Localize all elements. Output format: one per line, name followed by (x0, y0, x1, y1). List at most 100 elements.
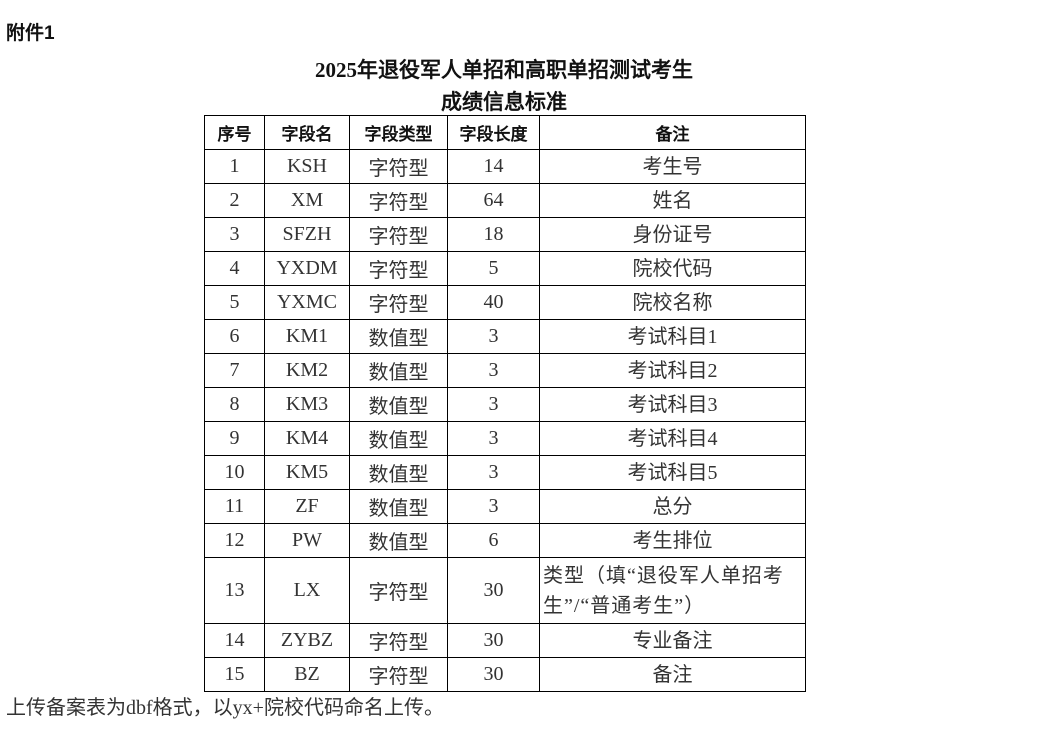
cell-index: 3 (204, 217, 265, 252)
cell-index: 2 (204, 183, 265, 218)
cell-field-length: 5 (447, 251, 540, 286)
cell-field-type: 字符型 (349, 657, 448, 692)
cell-index: 6 (204, 319, 265, 354)
attachment-label: 附件1 (6, 23, 55, 44)
cell-field-name: YXDM (264, 251, 350, 286)
cell-field-length: 3 (447, 387, 540, 422)
cell-field-type: 字符型 (349, 217, 448, 252)
field-standard-table: 序号 字段名 字段类型 字段长度 备注 1 KSH 字符型 14 考生号 2 XM 字符型 64… (204, 115, 806, 692)
table-row: 12 PW 数值型 6 考生排位 (204, 523, 806, 558)
cell-field-name: SFZH (264, 217, 350, 252)
cell-field-length: 30 (447, 623, 540, 658)
cell-field-length: 30 (447, 657, 540, 692)
cell-remark: 院校名称 (539, 285, 806, 320)
header-field-type: 字段类型 (349, 115, 448, 150)
cell-index: 12 (204, 523, 265, 558)
table-row: 14 ZYBZ 字符型 30 专业备注 (204, 623, 806, 658)
document-subtitle: 成绩信息标准 (441, 90, 567, 114)
cell-index: 7 (204, 353, 265, 388)
cell-field-type: 数值型 (349, 523, 448, 558)
cell-index: 10 (204, 455, 265, 490)
cell-field-type: 字符型 (349, 557, 448, 624)
cell-index: 11 (204, 489, 265, 524)
cell-field-type: 字符型 (349, 285, 448, 320)
table-row: 3 SFZH 字符型 18 身份证号 (204, 217, 806, 252)
cell-field-name: LX (264, 557, 350, 624)
cell-index: 14 (204, 623, 265, 658)
cell-remark: 考试科目2 (539, 353, 806, 388)
cell-field-length: 40 (447, 285, 540, 320)
cell-field-name: ZYBZ (264, 623, 350, 658)
table-row: 11 ZF 数值型 3 总分 (204, 489, 806, 524)
cell-field-length: 3 (447, 353, 540, 388)
cell-field-type: 字符型 (349, 183, 448, 218)
cell-field-name: BZ (264, 657, 350, 692)
cell-remark: 考试科目3 (539, 387, 806, 422)
cell-field-length: 3 (447, 489, 540, 524)
cell-field-type: 数值型 (349, 319, 448, 354)
cell-index: 5 (204, 285, 265, 320)
table-row: 13 LX 字符型 30 类型（填“退役军人单招考生”/“普通考生”） (204, 557, 806, 624)
cell-index: 9 (204, 421, 265, 456)
table-row: 8 KM3 数值型 3 考试科目3 (204, 387, 806, 422)
cell-field-length: 6 (447, 523, 540, 558)
cell-remark: 考试科目1 (539, 319, 806, 354)
header-field-name: 字段名 (264, 115, 350, 150)
cell-remark: 备注 (539, 657, 806, 692)
header-field-length: 字段长度 (447, 115, 540, 150)
cell-field-length: 14 (447, 149, 540, 184)
table-row: 1 KSH 字符型 14 考生号 (204, 149, 806, 184)
cell-field-name: KM2 (264, 353, 350, 388)
cell-field-name: KSH (264, 149, 350, 184)
cell-field-name: KM3 (264, 387, 350, 422)
table-row: 2 XM 字符型 64 姓名 (204, 183, 806, 218)
cell-field-length: 3 (447, 421, 540, 456)
cell-field-name: KM1 (264, 319, 350, 354)
cell-field-type: 数值型 (349, 387, 448, 422)
cell-remark: 考生排位 (539, 523, 806, 558)
cell-field-name: XM (264, 183, 350, 218)
cell-field-name: ZF (264, 489, 350, 524)
table-row: 7 KM2 数值型 3 考试科目2 (204, 353, 806, 388)
cell-field-length: 30 (447, 557, 540, 624)
cell-remark: 专业备注 (539, 623, 806, 658)
cell-field-name: KM4 (264, 421, 350, 456)
cell-field-length: 3 (447, 455, 540, 490)
header-remark: 备注 (539, 115, 806, 150)
cell-field-type: 数值型 (349, 421, 448, 456)
cell-index: 4 (204, 251, 265, 286)
table-row: 5 YXMC 字符型 40 院校名称 (204, 285, 806, 320)
cell-field-name: KM5 (264, 455, 350, 490)
cell-index: 13 (204, 557, 265, 624)
cell-remark: 院校代码 (539, 251, 806, 286)
cell-field-type: 字符型 (349, 623, 448, 658)
table-row: 10 KM5 数值型 3 考试科目5 (204, 455, 806, 490)
cell-field-length: 64 (447, 183, 540, 218)
cell-index: 1 (204, 149, 265, 184)
cell-remark: 姓名 (539, 183, 806, 218)
cell-index: 15 (204, 657, 265, 692)
cell-remark: 考生号 (539, 149, 806, 184)
cell-field-type: 数值型 (349, 455, 448, 490)
cell-field-type: 数值型 (349, 489, 448, 524)
cell-field-name: PW (264, 523, 350, 558)
cell-field-type: 字符型 (349, 149, 448, 184)
cell-field-length: 18 (447, 217, 540, 252)
cell-field-type: 字符型 (349, 251, 448, 286)
cell-index: 8 (204, 387, 265, 422)
cell-remark: 身份证号 (539, 217, 806, 252)
cell-remark: 总分 (539, 489, 806, 524)
table-header-row: 序号 字段名 字段类型 字段长度 备注 (204, 115, 806, 150)
cell-field-length: 3 (447, 319, 540, 354)
header-index: 序号 (204, 115, 265, 150)
cell-field-name: YXMC (264, 285, 350, 320)
table-row: 9 KM4 数值型 3 考试科目4 (204, 421, 806, 456)
cell-remark: 类型（填“退役军人单招考生”/“普通考生”） (539, 557, 806, 624)
table-row: 15 BZ 字符型 30 备注 (204, 657, 806, 692)
cell-remark: 考试科目5 (539, 455, 806, 490)
footnote: 上传备案表为dbf格式，以yx+院校代码命名上传。 (6, 697, 444, 719)
table-row: 4 YXDM 字符型 5 院校代码 (204, 251, 806, 286)
cell-remark: 考试科目4 (539, 421, 806, 456)
cell-field-type: 数值型 (349, 353, 448, 388)
document-title: 2025年退役军人单招和高职单招测试考生 (315, 58, 693, 82)
